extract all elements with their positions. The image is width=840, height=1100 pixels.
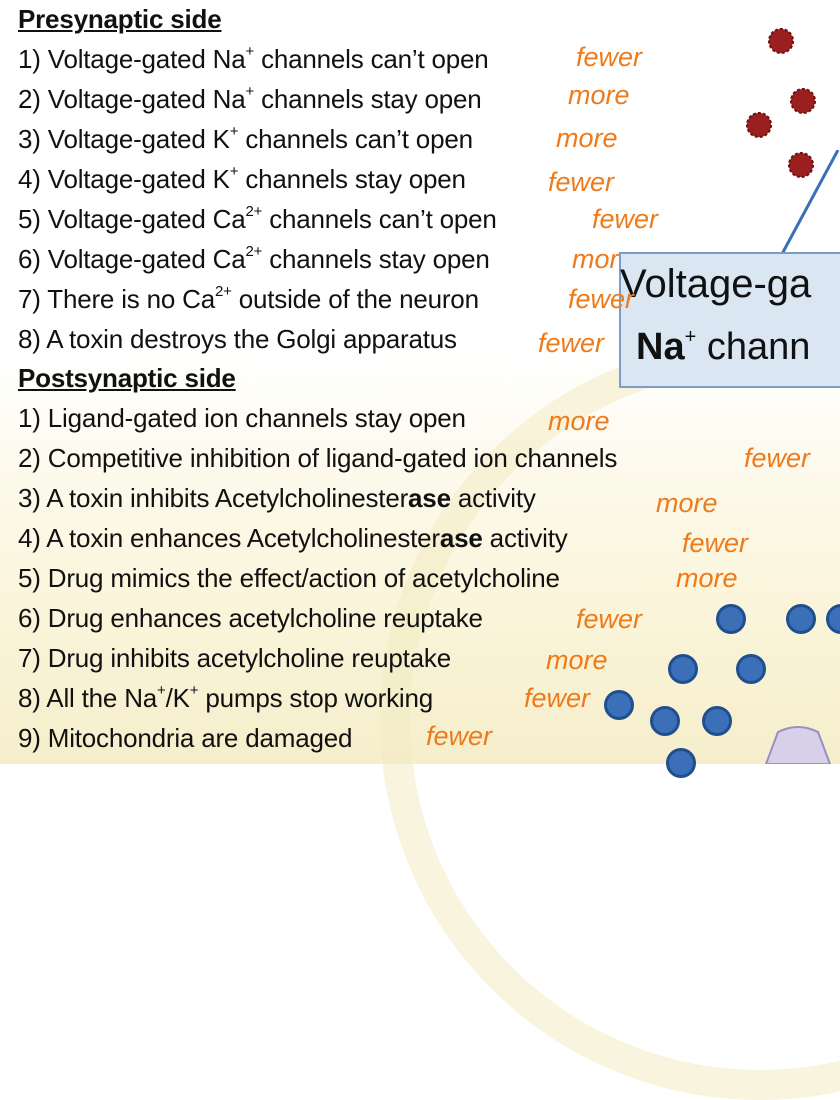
postsynaptic-heading: Postsynaptic side bbox=[18, 363, 236, 393]
answer-label: fewer bbox=[426, 721, 493, 751]
answer-label: fewer bbox=[592, 204, 659, 234]
answer-label: more bbox=[546, 645, 608, 675]
answer-label: more bbox=[556, 123, 618, 153]
answer-label: more bbox=[676, 563, 738, 593]
postsynaptic-item-3: 3) A toxin inhibits Acetylcholinesterase… bbox=[18, 483, 536, 513]
answer-label: more bbox=[548, 406, 610, 436]
postsynaptic-item-7: 7) Drug inhibits acetylcholine reuptake bbox=[18, 643, 451, 673]
receptor-channel-icon bbox=[764, 726, 832, 764]
postsynaptic-item-2: 2) Competitive inhibition of ligand-gate… bbox=[18, 443, 618, 473]
answer-label: fewer bbox=[576, 604, 643, 634]
presynaptic-item-8: 8) A toxin destroys the Golgi apparatus bbox=[18, 324, 457, 354]
presynaptic-item-7: 7) There is no Ca2+ outside of the neuro… bbox=[18, 283, 479, 314]
neurotransmitter-dot bbox=[668, 654, 698, 684]
presynaptic-item-4: 4) Voltage-gated K+ channels stay open bbox=[18, 163, 466, 194]
answer-label: fewer bbox=[548, 167, 615, 197]
answer-label: fewer bbox=[576, 42, 643, 72]
answer-label: fewer bbox=[744, 443, 811, 473]
postsynaptic-item-8: 8) All the Na+/K+ pumps stop working bbox=[18, 682, 433, 713]
answer-label: fewer bbox=[524, 683, 591, 713]
presynaptic-item-2: 2) Voltage-gated Na+ channels stay open bbox=[18, 83, 482, 114]
callout-pointer bbox=[780, 150, 840, 255]
vesicle-icon bbox=[746, 112, 772, 138]
presynaptic-item-6: 6) Voltage-gated Ca2+ channels stay open bbox=[18, 243, 490, 274]
neurotransmitter-dot bbox=[716, 604, 746, 634]
neurotransmitter-dot bbox=[786, 604, 816, 634]
answer-label: more bbox=[568, 80, 630, 110]
postsynaptic-item-1: 1) Ligand-gated ion channels stay open bbox=[18, 403, 466, 433]
neurotransmitter-dot bbox=[736, 654, 766, 684]
vesicle-icon bbox=[790, 88, 816, 114]
postsynaptic-item-9: 9) Mitochondria are damaged bbox=[18, 723, 353, 753]
neurotransmitter-dot bbox=[666, 748, 696, 778]
neurotransmitter-dot bbox=[604, 690, 634, 720]
presynaptic-item-5: 5) Voltage-gated Ca2+ channels can’t ope… bbox=[18, 203, 497, 234]
postsynaptic-item-4: 4) A toxin enhances Acetylcholinesterase… bbox=[18, 523, 568, 553]
answer-label: fewer bbox=[682, 528, 749, 558]
callout-box bbox=[619, 252, 840, 388]
postsynaptic-item-5: 5) Drug mimics the effect/action of acet… bbox=[18, 563, 560, 593]
answer-label: fewer bbox=[568, 284, 635, 314]
presynaptic-item-3: 3) Voltage-gated K+ channels can’t open bbox=[18, 123, 473, 154]
presynaptic-heading: Presynaptic side bbox=[18, 4, 222, 34]
vesicle-icon bbox=[768, 28, 794, 54]
answer-label: fewer bbox=[538, 328, 605, 358]
callout-title: Voltage-ga bbox=[620, 262, 812, 306]
presynaptic-item-1: 1) Voltage-gated Na+ channels can’t open bbox=[18, 43, 489, 74]
callout-subtitle: Na+ chann bbox=[636, 326, 811, 368]
vesicle-icon bbox=[788, 152, 814, 178]
neurotransmitter-dot bbox=[702, 706, 732, 736]
answer-label: more bbox=[656, 488, 718, 518]
neurotransmitter-dot bbox=[650, 706, 680, 736]
postsynaptic-item-6: 6) Drug enhances acetylcholine reuptake bbox=[18, 603, 483, 633]
